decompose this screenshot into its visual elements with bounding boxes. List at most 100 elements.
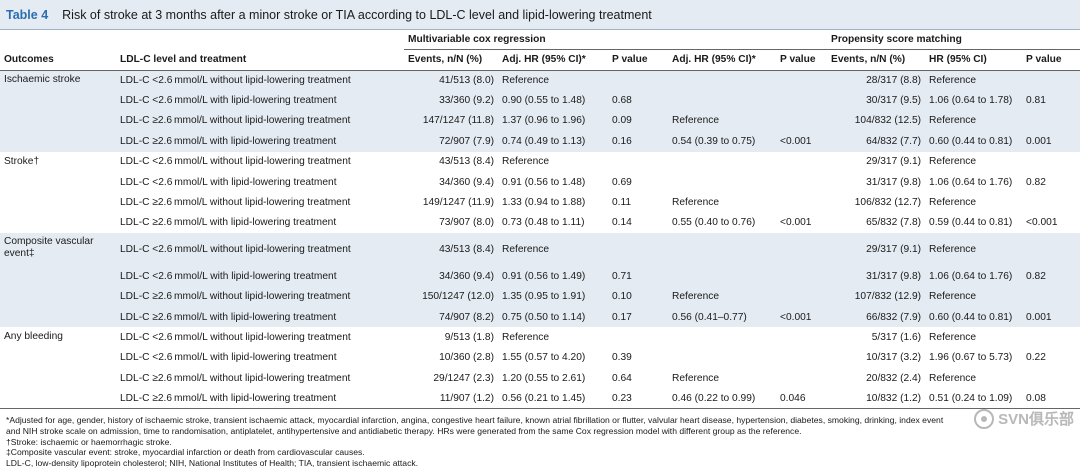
- table-label: Table 4: [6, 7, 49, 22]
- cell-hr3: Reference: [929, 331, 977, 343]
- cell-p3: [1022, 70, 1080, 91]
- cell-ldl: LDL-C ≥2.6 mmol/L without lipid-lowering…: [116, 286, 404, 307]
- cell-p1: 0.68: [608, 90, 668, 111]
- cell-p3: 0.001: [1022, 131, 1080, 152]
- cell-p1: [608, 233, 668, 267]
- col-events2: Events, n/N (%): [827, 49, 926, 71]
- cell-adjhr2: 0.56 (0.41–0.77): [668, 306, 776, 328]
- cell-adjhr2: 0.46 (0.22 to 0.99): [668, 388, 776, 410]
- cell-p2: <0.001: [776, 131, 828, 152]
- cell-adjhr2: [668, 152, 776, 172]
- cell-ldl: LDL-C ≥2.6 mmol/L without lipid-lowering…: [120, 197, 351, 209]
- cell-outcome: Composite vascular event‡: [0, 233, 116, 267]
- cell-ldl: LDL-C <2.6 mmol/L without lipid-lowering…: [120, 156, 351, 168]
- cell-outcome: Any bleeding: [4, 331, 63, 343]
- cell-p2: [776, 233, 828, 267]
- cell-events1: 150/1247 (12.0): [404, 286, 498, 307]
- table-row: Any bleeding LDL-C <2.6 mmol/L without li…: [0, 327, 1080, 347]
- cell-p1: 0.17: [608, 306, 668, 328]
- cell-adjhr1: Reference: [502, 331, 550, 343]
- footnotes: *Adjusted for age, gender, history of is…: [0, 409, 1080, 468]
- cell-ldl: LDL-C ≥2.6 mmol/L with lipid-lowering tr…: [120, 217, 337, 229]
- cell-p2: [776, 368, 827, 388]
- cell-events2: 31/317 (9.8): [827, 266, 926, 287]
- cell-adjhr2: Reference: [672, 372, 720, 384]
- cell-hr3: Reference: [929, 372, 977, 384]
- cell-events1: 149/1247 (11.9): [422, 197, 494, 209]
- cell-adjhr2: [668, 327, 776, 347]
- cell-p2: [776, 266, 828, 287]
- wechat-icon: [974, 408, 995, 429]
- table-row: LDL-C ≥2.6 mmol/L with lipid-lowering tr…: [0, 306, 1080, 328]
- cell-p3: [1022, 110, 1080, 132]
- cell-events1: 73/907 (8.0): [439, 217, 494, 229]
- cell-outcome: [0, 388, 116, 410]
- cell-adjhr2: 0.55 (0.40 to 0.76): [672, 217, 756, 229]
- table-row: LDL-C ≥2.6 mmol/L with lipid-lowering tr…: [0, 388, 1080, 410]
- group-propensity: Propensity score matching: [827, 30, 1080, 50]
- cell-hr3: 1.06 (0.64 to 1.76): [925, 266, 1023, 287]
- cell-p3: 0.82: [1022, 266, 1080, 287]
- col-p1: P value: [608, 49, 668, 71]
- cell-hr3: 0.59 (0.44 to 0.81): [929, 217, 1013, 229]
- cell-outcome: [0, 266, 116, 287]
- cell-events1: 72/907 (7.9): [404, 131, 498, 152]
- cell-adjhr1: 0.91 (0.56 to 1.48): [502, 176, 586, 188]
- cell-ldl: LDL-C <2.6 mmol/L with lipid-lowering tr…: [120, 176, 337, 188]
- cell-p1: [608, 152, 668, 172]
- cell-hr3: Reference: [925, 286, 1023, 307]
- table-row: Composite vascular event‡ LDL-C <2.6 mmol…: [0, 233, 1080, 267]
- cell-adjhr1: 0.74 (0.49 to 1.13): [498, 131, 608, 152]
- cell-p3: 0.81: [1022, 90, 1080, 111]
- cell-events1: 33/360 (9.2): [404, 90, 498, 111]
- cell-p3: [1022, 192, 1080, 212]
- cell-events2: 29/317 (9.1): [827, 233, 926, 267]
- table-row: LDL-C ≥2.6 mmol/L without lipid-lowering…: [0, 368, 1080, 388]
- table-row: LDL-C ≥2.6 mmol/L with lipid-lowering tr…: [0, 213, 1080, 233]
- results-table: Multivariable cox regression Propensity …: [0, 30, 1080, 410]
- cell-p1: 0.39: [612, 352, 632, 364]
- cell-events1: 43/513 (8.4): [439, 156, 494, 168]
- cell-p3: [1022, 368, 1080, 388]
- cell-events2: 10/317 (3.2): [866, 352, 922, 364]
- table-row: LDL-C <2.6 mmol/L with lipid-lowering tr…: [0, 266, 1080, 287]
- column-header-row: Outcomes LDL-C level and treatment Event…: [0, 49, 1080, 71]
- footnote: and NIH stroke scale on admission, time …: [6, 425, 802, 436]
- cell-outcome: [0, 213, 116, 233]
- table-row: LDL-C ≥2.6 mmol/L without lipid-lowering…: [0, 192, 1080, 212]
- cell-events1: 43/513 (8.4): [404, 233, 498, 267]
- cell-adjhr2: [668, 90, 776, 111]
- table-row: LDL-C ≥2.6 mmol/L without lipid-lowering…: [0, 286, 1080, 307]
- table-row: LDL-C <2.6 mmol/L with lipid-lowering tr…: [0, 90, 1080, 111]
- cell-p2: [776, 152, 827, 172]
- table-row: LDL-C ≥2.6 mmol/L without lipid-lowering…: [0, 110, 1080, 132]
- cell-p3: [1022, 233, 1080, 267]
- table-title-bar: Table 4 Risk of stroke at 3 months after…: [0, 0, 1080, 30]
- cell-p3: <0.001: [1026, 217, 1058, 229]
- cell-adjhr2: [668, 266, 776, 287]
- cell-p2: [776, 348, 827, 368]
- watermark-text: SVN俱乐部: [998, 411, 1074, 428]
- cell-ldl: LDL-C ≥2.6 mmol/L with lipid-lowering tr…: [116, 131, 404, 152]
- cell-p1: 0.69: [612, 176, 632, 188]
- cell-outcome: Stroke†: [4, 155, 40, 167]
- cell-p3: [1022, 152, 1080, 172]
- footnote: ‡Composite vascular event: stroke, myoca…: [6, 447, 365, 458]
- col-p2: P value: [776, 49, 828, 71]
- cell-adjhr1: 1.35 (0.95 to 1.91): [498, 286, 608, 307]
- cell-p2: [776, 90, 828, 111]
- cell-adjhr2: [668, 348, 776, 368]
- footnote: *Adjusted for age, gender, history of is…: [6, 415, 944, 426]
- cell-p3: 0.08: [1022, 388, 1080, 410]
- cell-events1: 74/907 (8.2): [404, 306, 498, 328]
- table-row: Ischaemic stroke LDL-C <2.6 mmol/L withou…: [0, 70, 1080, 91]
- cell-p2: <0.001: [776, 306, 828, 328]
- cell-adjhr2: [668, 70, 776, 91]
- footnote: †Stroke: ischaemic or haemorrhagic strok…: [6, 436, 172, 447]
- cell-events1: 34/360 (9.4): [404, 266, 498, 287]
- cell-outcome: [0, 348, 116, 368]
- table-body: Ischaemic stroke LDL-C <2.6 mmol/L withou…: [0, 70, 1080, 410]
- cell-hr3: 1.06 (0.64 to 1.76): [929, 176, 1013, 188]
- col-outcomes: Outcomes: [0, 49, 116, 71]
- table-row: Stroke† LDL-C <2.6 mmol/L without lipid-l…: [0, 152, 1080, 172]
